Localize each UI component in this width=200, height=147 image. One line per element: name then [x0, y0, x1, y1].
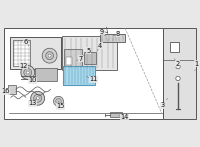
Bar	[100, 34, 125, 42]
Circle shape	[21, 66, 35, 79]
Bar	[163, 28, 196, 119]
Bar	[35, 68, 57, 81]
Text: 7: 7	[76, 56, 82, 62]
Text: 14: 14	[119, 114, 129, 120]
Text: 3: 3	[161, 98, 168, 108]
Text: 16: 16	[2, 88, 10, 94]
Text: 8: 8	[113, 31, 120, 37]
Circle shape	[34, 94, 42, 102]
Circle shape	[56, 98, 61, 104]
Text: 6: 6	[24, 39, 29, 46]
Bar	[62, 36, 117, 70]
Bar	[66, 57, 72, 65]
Text: 11: 11	[86, 76, 97, 82]
Bar	[10, 37, 61, 69]
Circle shape	[26, 71, 29, 74]
Circle shape	[46, 52, 54, 60]
Text: 12: 12	[20, 63, 29, 69]
Text: 4: 4	[97, 43, 102, 51]
Circle shape	[42, 48, 57, 63]
Bar	[13, 40, 30, 66]
Circle shape	[31, 91, 45, 105]
Bar	[64, 49, 82, 67]
Circle shape	[48, 54, 51, 57]
Text: 2: 2	[175, 59, 180, 67]
Bar	[110, 112, 122, 117]
Circle shape	[176, 64, 180, 69]
Bar	[8, 85, 16, 94]
Text: 13: 13	[29, 98, 37, 106]
Circle shape	[176, 76, 180, 81]
Text: 9: 9	[100, 29, 105, 36]
Circle shape	[36, 97, 39, 100]
Circle shape	[54, 96, 63, 106]
Bar	[84, 52, 96, 64]
Text: 15: 15	[56, 101, 65, 109]
Bar	[4, 28, 163, 119]
Text: 10: 10	[29, 77, 37, 83]
Circle shape	[24, 69, 32, 76]
Text: 5: 5	[83, 48, 90, 56]
Text: 1: 1	[194, 61, 198, 71]
Bar	[170, 42, 179, 52]
Bar	[63, 66, 95, 85]
